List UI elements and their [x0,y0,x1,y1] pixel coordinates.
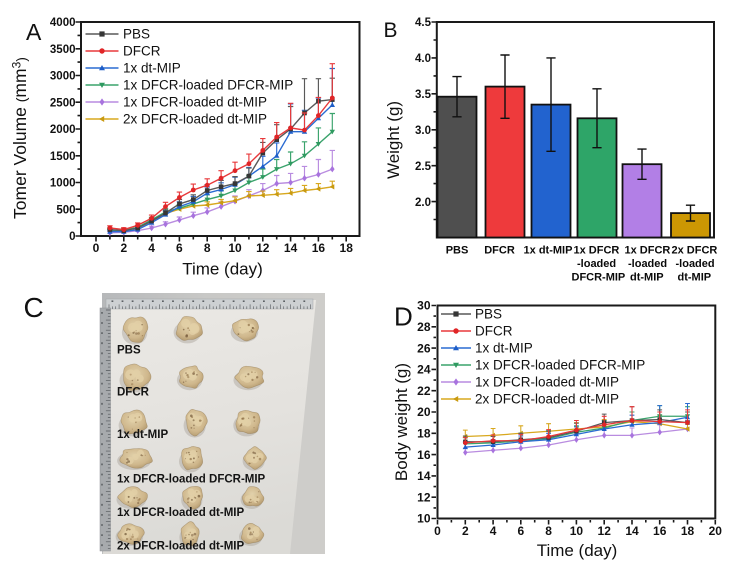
svg-text:16: 16 [653,524,667,538]
svg-text:dt-MIP: dt-MIP [678,272,712,284]
svg-text:PBS: PBS [475,306,502,321]
svg-text:C: C [24,292,44,323]
svg-text:0: 0 [69,231,75,243]
svg-text:PBS: PBS [446,245,469,257]
svg-text:2x DFCR-loaded dt-MIP: 2x DFCR-loaded dt-MIP [475,391,619,406]
svg-text:20: 20 [417,405,431,419]
svg-text:0: 0 [93,241,100,255]
svg-text:16: 16 [417,448,431,462]
svg-text:2x DFCR-loaded dt-MIP: 2x DFCR-loaded dt-MIP [117,541,244,553]
svg-text:-loaded: -loaded [628,258,667,270]
svg-text:8: 8 [545,524,552,538]
svg-text:6: 6 [176,241,183,255]
svg-text:16: 16 [312,241,326,255]
svg-text:18: 18 [681,524,695,538]
svg-text:1x DFCR-loaded dt-MIP: 1x DFCR-loaded dt-MIP [123,94,267,109]
svg-text:2000: 2000 [50,124,76,136]
svg-text:2x DFCR: 2x DFCR [672,245,718,257]
svg-text:0: 0 [434,524,441,538]
svg-text:4: 4 [148,241,155,255]
svg-text:14: 14 [284,241,298,255]
svg-text:3500: 3500 [50,44,76,56]
svg-text:26: 26 [417,341,431,355]
svg-text:DFCR: DFCR [475,323,513,338]
svg-text:2x DFCR-loaded dt-MIP: 2x DFCR-loaded dt-MIP [123,111,267,126]
svg-text:3000: 3000 [50,71,76,83]
svg-text:18: 18 [340,241,354,255]
svg-text:DFCR-MIP: DFCR-MIP [572,272,626,284]
svg-text:dt-MIP: dt-MIP [630,272,664,284]
svg-text:D: D [394,302,413,332]
svg-text:12: 12 [598,524,612,538]
svg-text:4.5: 4.5 [415,17,432,29]
svg-text:2.5: 2.5 [415,161,432,173]
svg-text:1x dt-MIP: 1x dt-MIP [117,429,168,441]
svg-text:DFCR: DFCR [123,43,161,58]
svg-text:500: 500 [56,204,75,216]
svg-text:PBS: PBS [117,345,141,357]
svg-text:1x DFCR-loaded dt-MIP: 1x DFCR-loaded dt-MIP [475,374,619,389]
svg-text:14: 14 [625,524,639,538]
svg-text:1000: 1000 [50,178,76,190]
svg-text:2: 2 [120,241,127,255]
svg-text:18: 18 [417,427,431,441]
svg-text:B: B [384,19,398,42]
svg-text:1x DFCR: 1x DFCR [574,245,620,257]
svg-text:2: 2 [462,524,469,538]
svg-text:14: 14 [417,469,431,483]
svg-text:Body weight (g): Body weight (g) [392,363,411,481]
svg-text:1x dt-MIP: 1x dt-MIP [123,60,181,75]
svg-text:8: 8 [204,241,211,255]
svg-text:2500: 2500 [50,98,76,110]
svg-text:12: 12 [256,241,270,255]
svg-text:4: 4 [490,524,497,538]
svg-text:1x dt-MIP: 1x dt-MIP [475,340,533,355]
svg-text:A: A [26,19,42,45]
svg-text:10: 10 [570,524,584,538]
svg-text:4.0: 4.0 [415,53,431,65]
svg-text:10: 10 [228,241,242,255]
svg-text:20: 20 [709,524,723,538]
svg-text:1x DFCR-loaded DFCR-MIP: 1x DFCR-loaded DFCR-MIP [117,474,266,486]
svg-text:1x dt-MIP: 1x dt-MIP [524,245,573,257]
svg-text:22: 22 [417,384,431,398]
svg-text:DFCR: DFCR [484,245,515,257]
svg-text:28: 28 [417,320,431,334]
svg-text:6: 6 [517,524,524,538]
svg-text:1500: 1500 [50,151,76,163]
svg-text:1x DFCR-loaded DFCR-MIP: 1x DFCR-loaded DFCR-MIP [123,77,293,92]
svg-text:Time (day): Time (day) [537,541,618,560]
svg-text:2.0: 2.0 [415,197,431,209]
svg-text:30: 30 [417,299,431,313]
svg-text:24: 24 [417,363,431,377]
svg-text:-loaded: -loaded [676,258,715,270]
svg-text:4000: 4000 [50,17,76,29]
svg-text:DFCR: DFCR [117,387,150,399]
svg-text:1x DFCR-loaded DFCR-MIP: 1x DFCR-loaded DFCR-MIP [475,357,645,372]
svg-text:Weight (g): Weight (g) [384,101,403,179]
svg-text:-loaded: -loaded [577,258,616,270]
svg-text:Time (day): Time (day) [182,260,263,279]
svg-text:PBS: PBS [123,26,150,41]
svg-text:3.0: 3.0 [415,125,431,137]
svg-text:1x DFCR: 1x DFCR [625,245,671,257]
svg-text:1x DFCR-loaded dt-MIP: 1x DFCR-loaded dt-MIP [117,507,244,519]
svg-text:3.5: 3.5 [415,89,432,101]
svg-text:10: 10 [417,512,431,526]
svg-text:12: 12 [417,490,431,504]
svg-text:Tomer Volume (mm3): Tomer Volume (mm3) [10,57,31,219]
